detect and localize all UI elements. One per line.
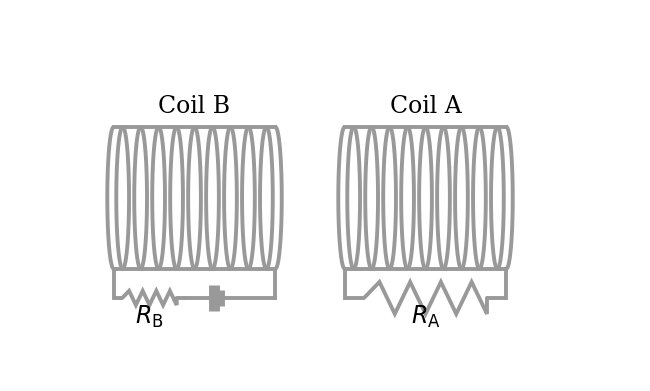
Text: Coil A: Coil A [389, 95, 461, 118]
Text: $R_{\mathrm{A}}$: $R_{\mathrm{A}}$ [411, 303, 440, 330]
Text: $R_{\mathrm{B}}$: $R_{\mathrm{B}}$ [135, 303, 164, 330]
Text: Coil B: Coil B [159, 95, 231, 118]
